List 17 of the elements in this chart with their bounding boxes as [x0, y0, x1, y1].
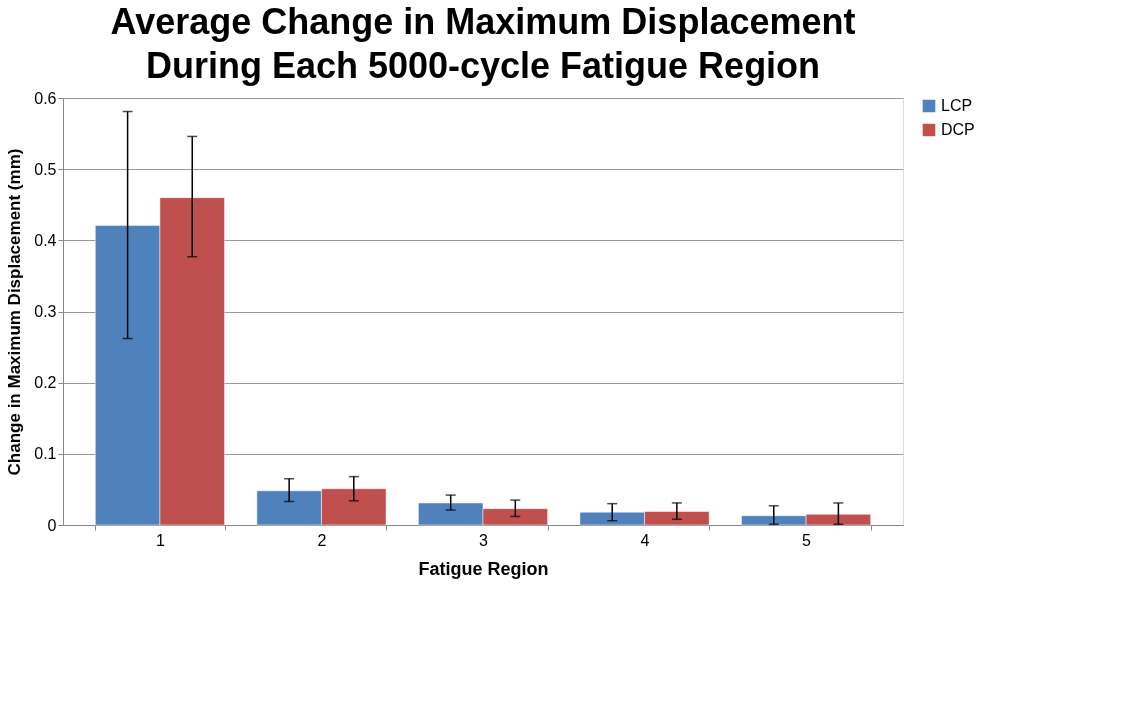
x-tick-label: 1	[155, 531, 165, 549]
chart-title: Average Change in Maximum Displacement During Each 5000-cycle Fatigue Region	[110, 1, 856, 86]
x-axis-title: Fatigue Region	[418, 558, 549, 579]
y-tick-label: 0	[47, 516, 57, 534]
y-tick-label: 0.1	[34, 445, 57, 463]
y-tick-label: 0.2	[34, 374, 57, 392]
y-tick-label: 0.4	[34, 231, 57, 249]
y-tick-label: 0.5	[34, 160, 57, 178]
legend-label: DCP	[941, 121, 975, 138]
x-tick-label: 3	[479, 531, 489, 549]
y-tick-label: 0.3	[34, 303, 57, 320]
x-tick-label: 5	[802, 531, 812, 549]
y-tick-label: 0.6	[34, 89, 57, 107]
x-tick-label: 4	[640, 531, 650, 549]
legend-label: LCP	[941, 97, 973, 114]
x-tick-label: 2	[317, 531, 327, 549]
y-axis-title: Change in Maximum Displacement (mm)	[5, 148, 25, 476]
